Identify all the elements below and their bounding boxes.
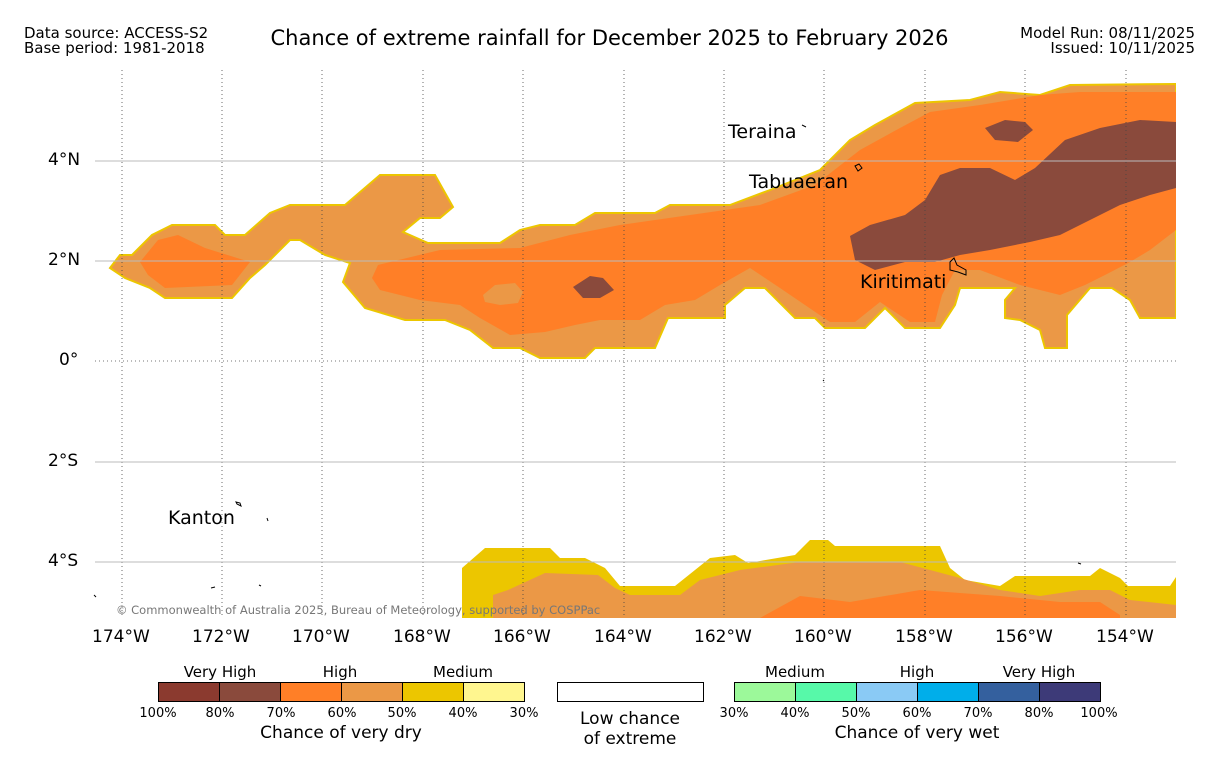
data-source: Data source: ACCESS-S2 (24, 24, 209, 42)
lon-label-166w: 166°W (493, 627, 551, 647)
lon-label-164w: 164°W (594, 627, 652, 647)
legend-wet-tick: 40% (780, 706, 810, 721)
legend-dry-swatch (341, 682, 403, 702)
legend-wet-caption: Chance of very wet (834, 723, 1000, 743)
legend-dry-very-high: Very High (183, 663, 257, 681)
base-period: Base period: 1981-2018 (24, 39, 205, 57)
lon-label-158w: 158°W (895, 627, 953, 647)
lat-label-0: 0° (59, 350, 79, 370)
legend-wet-medium: Medium (765, 663, 825, 681)
place-label-kanton: Kanton (168, 507, 235, 529)
tabuaeran-island (854, 163, 863, 172)
legend-wet-tick: 100% (1080, 706, 1118, 721)
legend-dry-tick: 30% (509, 706, 539, 721)
dry-high-60-70-region-south (760, 590, 1120, 618)
legend-wet-very-high: Very High (1002, 663, 1076, 681)
lon-label-172w: 172°W (192, 627, 250, 647)
legend-wet-high: High (899, 663, 935, 681)
legend-dry-tick: 60% (327, 706, 357, 721)
lat-label-4s: 4°S (48, 551, 79, 571)
lat-label-2s: 2°S (48, 451, 79, 471)
legend-wet-swatch (1039, 682, 1101, 702)
map-title: Chance of extreme rainfall for December … (270, 26, 949, 50)
legend-dry-tick: 80% (205, 706, 235, 721)
legend-wet-tick: 80% (1024, 706, 1054, 721)
legend-wet-swatch (795, 682, 857, 702)
lon-label-174w: 174°W (92, 627, 150, 647)
lon-label-154w: 154°W (1096, 627, 1154, 647)
legend-low-line2: of extreme (583, 729, 677, 749)
legend-low-line1: Low chance (580, 709, 680, 729)
place-label-teraina: Teraina (728, 121, 797, 143)
legend-dry-tick: 70% (266, 706, 296, 721)
lat-label-2n: 2°N (48, 250, 81, 270)
lon-label-162w: 162°W (694, 627, 752, 647)
lat-label-4n: 4°N (48, 150, 81, 170)
lon-label-160w: 160°W (794, 627, 852, 647)
grid-lines (121, 70, 1127, 618)
legend-dry-high: High (322, 663, 358, 681)
teraina-island (801, 124, 807, 128)
dry-very-high-70-80-region (573, 120, 1176, 298)
legend-wet-tick: 60% (902, 706, 932, 721)
legend-dry-tick: 50% (387, 706, 417, 721)
kanton-island (235, 501, 242, 507)
legend-wet-swatch (917, 682, 979, 702)
dry-medium-patch (483, 283, 523, 305)
legend-dry-tick: 100% (139, 706, 177, 721)
lon-label-170w: 170°W (292, 627, 350, 647)
legend-dry-caption: Chance of very dry (260, 723, 422, 743)
lon-label-156w: 156°W (995, 627, 1053, 647)
legend-wet-swatch (856, 682, 918, 702)
legend-wet-tick: 30% (719, 706, 749, 721)
issued-date: Issued: 10/11/2025 (1050, 39, 1195, 57)
legend-dry-swatch (463, 682, 525, 702)
lon-label-168w: 168°W (393, 627, 451, 647)
place-label-tabuaeran: Tabuaeran (749, 171, 849, 193)
dry-high-60-70-region (140, 92, 1176, 335)
legend-wet-tick: 50% (841, 706, 871, 721)
legend-dry-swatch (158, 682, 220, 702)
legend-dry-tick: 40% (448, 706, 478, 721)
legend-wet-swatch (978, 682, 1040, 702)
legend-wet-tick: 70% (963, 706, 993, 721)
legend-dry-medium: Medium (433, 663, 493, 681)
island-outlines (93, 124, 1082, 598)
place-label-kiritimati: Kiritimati (860, 271, 947, 293)
model-run: Model Run: 08/11/2025 (1020, 24, 1195, 42)
kiritimati-island (949, 257, 967, 276)
legend-low-swatch (557, 682, 704, 702)
legend-dry-swatch (280, 682, 342, 702)
legend-dry-swatch (219, 682, 281, 702)
latitude-lines (95, 160, 1176, 563)
legend-wet-swatch (734, 682, 796, 702)
copyright-notice: © Commonwealth of Australia 2025, Bureau… (116, 603, 601, 617)
legend-dry-swatch (402, 682, 464, 702)
